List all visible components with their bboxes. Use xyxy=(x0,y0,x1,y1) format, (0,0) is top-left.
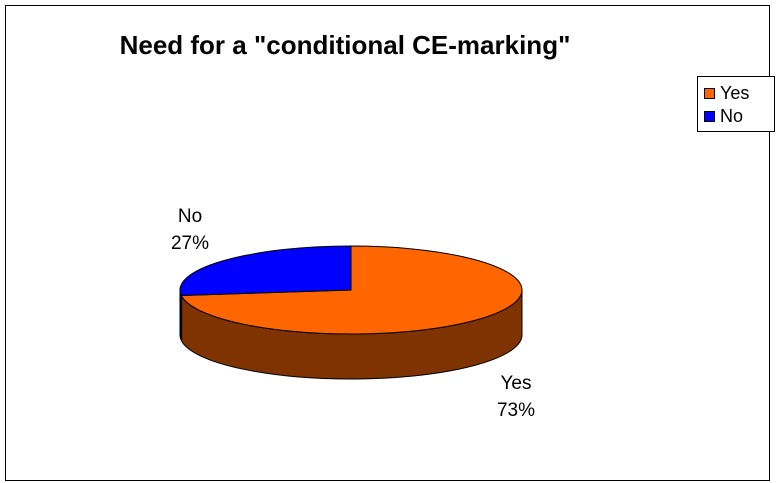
legend-label-yes: Yes xyxy=(720,82,750,103)
chart-title: Need for a "conditional CE-marking" xyxy=(119,30,571,60)
chart-frame xyxy=(5,5,770,481)
pie-side-no xyxy=(179,290,182,341)
pie-slice-no xyxy=(179,245,352,297)
label-group: Yes 73% No 27% xyxy=(171,206,535,421)
pie-group xyxy=(179,245,523,380)
pie-slice-yes xyxy=(180,245,523,335)
data-label-category-no: No xyxy=(178,206,202,227)
legend-swatch-no xyxy=(704,110,715,122)
data-label-category-yes: Yes xyxy=(501,373,532,394)
legend-item-yes: Yes xyxy=(704,82,749,104)
legend-label-no: No xyxy=(720,105,744,126)
data-label-percent-no: 27% xyxy=(171,233,209,254)
legend-swatch-yes xyxy=(704,87,715,99)
data-label-percent-yes: 73% xyxy=(497,400,535,421)
legend-item-no: No xyxy=(704,105,743,127)
legend: Yes No xyxy=(697,76,775,132)
